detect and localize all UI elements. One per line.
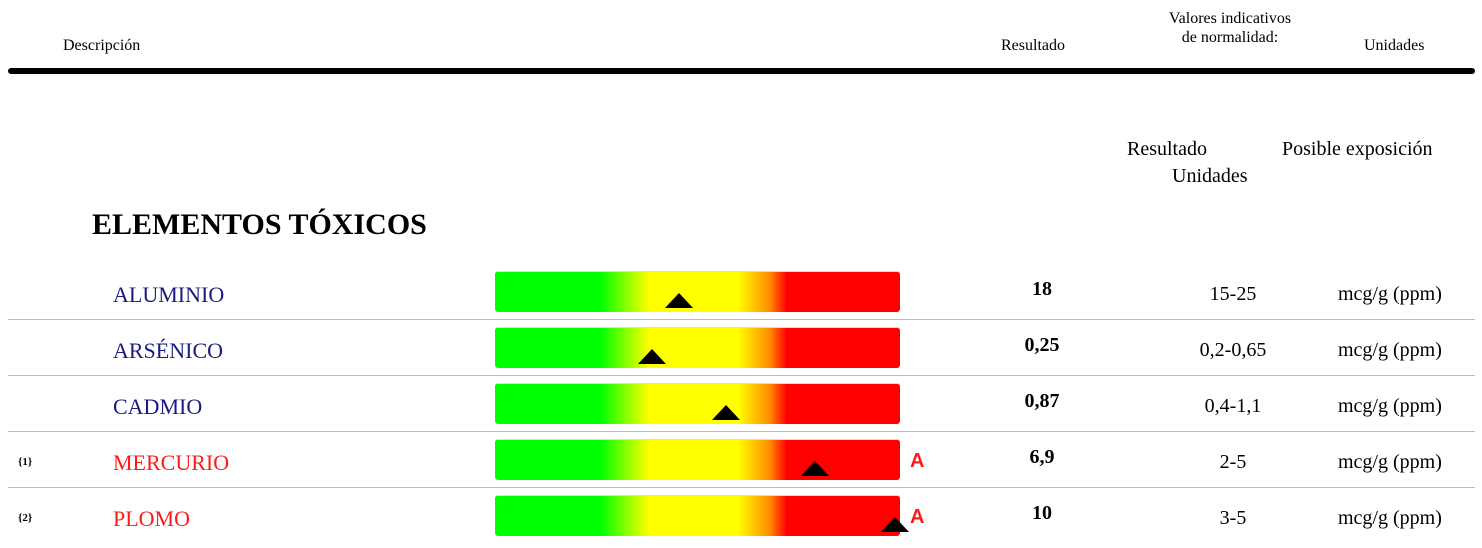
element-name: MERCURIO <box>113 450 230 475</box>
alert-flag: A <box>910 450 925 472</box>
footnote-ref: {2} <box>18 512 33 524</box>
result: 18 <box>1032 278 1052 300</box>
row-separator <box>8 375 1475 376</box>
subheader-units: Unidades <box>1172 165 1248 187</box>
result: 0,87 <box>1024 390 1060 412</box>
marker <box>712 405 740 420</box>
range-bar <box>495 495 900 536</box>
result: 0,25 <box>1024 334 1060 356</box>
row: ARSÉNICO 0,25 0,2-0,65 mcg/g (ppm) <box>0 324 1482 380</box>
subheader-result: Resultado <box>1127 138 1207 160</box>
row: {1} MERCURIO A 6,9 2-5 mcg/g (ppm) <box>0 436 1482 492</box>
row: {2} PLOMO A 10 3-5 mcg/g (ppm) <box>0 492 1482 548</box>
range-bar <box>495 271 900 312</box>
element-name: CADMIO <box>113 394 203 419</box>
header-reference-line2: de normalidad: <box>1181 29 1279 46</box>
subheader-exposure: Posible exposición <box>1282 138 1433 160</box>
marker <box>638 349 666 364</box>
marker <box>881 517 909 532</box>
section-title: ELEMENTOS TÓXICOS <box>92 208 427 241</box>
row-separator <box>8 487 1475 488</box>
element-name: ARSÉNICO <box>113 338 224 363</box>
unit: mcg/g (ppm) <box>1338 451 1442 473</box>
range: 0,4-1,1 <box>1204 395 1262 417</box>
row-separator <box>8 319 1475 320</box>
header-units: Unidades <box>1364 37 1425 54</box>
result: 6,9 <box>1029 446 1055 468</box>
header-reference-line1: Valores indicativos <box>1168 10 1292 27</box>
range-bar <box>495 327 900 368</box>
header-rule <box>8 68 1475 74</box>
unit: mcg/g (ppm) <box>1338 507 1442 529</box>
row: ALUMINIO 18 15-25 mcg/g (ppm) <box>0 268 1482 324</box>
element-name: PLOMO <box>113 506 191 531</box>
unit: mcg/g (ppm) <box>1338 339 1442 361</box>
unit: mcg/g (ppm) <box>1338 395 1442 417</box>
marker <box>801 461 829 476</box>
range-bar <box>495 383 900 424</box>
alert-flag: A <box>910 506 925 528</box>
range: 15-25 <box>1209 283 1257 305</box>
range: 2-5 <box>1219 451 1247 473</box>
marker <box>665 293 693 308</box>
range-bar <box>495 439 900 480</box>
header-description: Descripción <box>63 37 141 54</box>
row-separator <box>8 431 1475 432</box>
result: 10 <box>1032 502 1052 524</box>
range: 0,2-0,65 <box>1199 339 1267 361</box>
footnote-ref: {1} <box>18 456 33 468</box>
header-result: Resultado <box>1001 37 1065 54</box>
row: CADMIO 0,87 0,4-1,1 mcg/g (ppm) <box>0 380 1482 436</box>
range: 3-5 <box>1219 507 1247 529</box>
unit: mcg/g (ppm) <box>1338 283 1442 305</box>
element-name: ALUMINIO <box>113 282 225 307</box>
